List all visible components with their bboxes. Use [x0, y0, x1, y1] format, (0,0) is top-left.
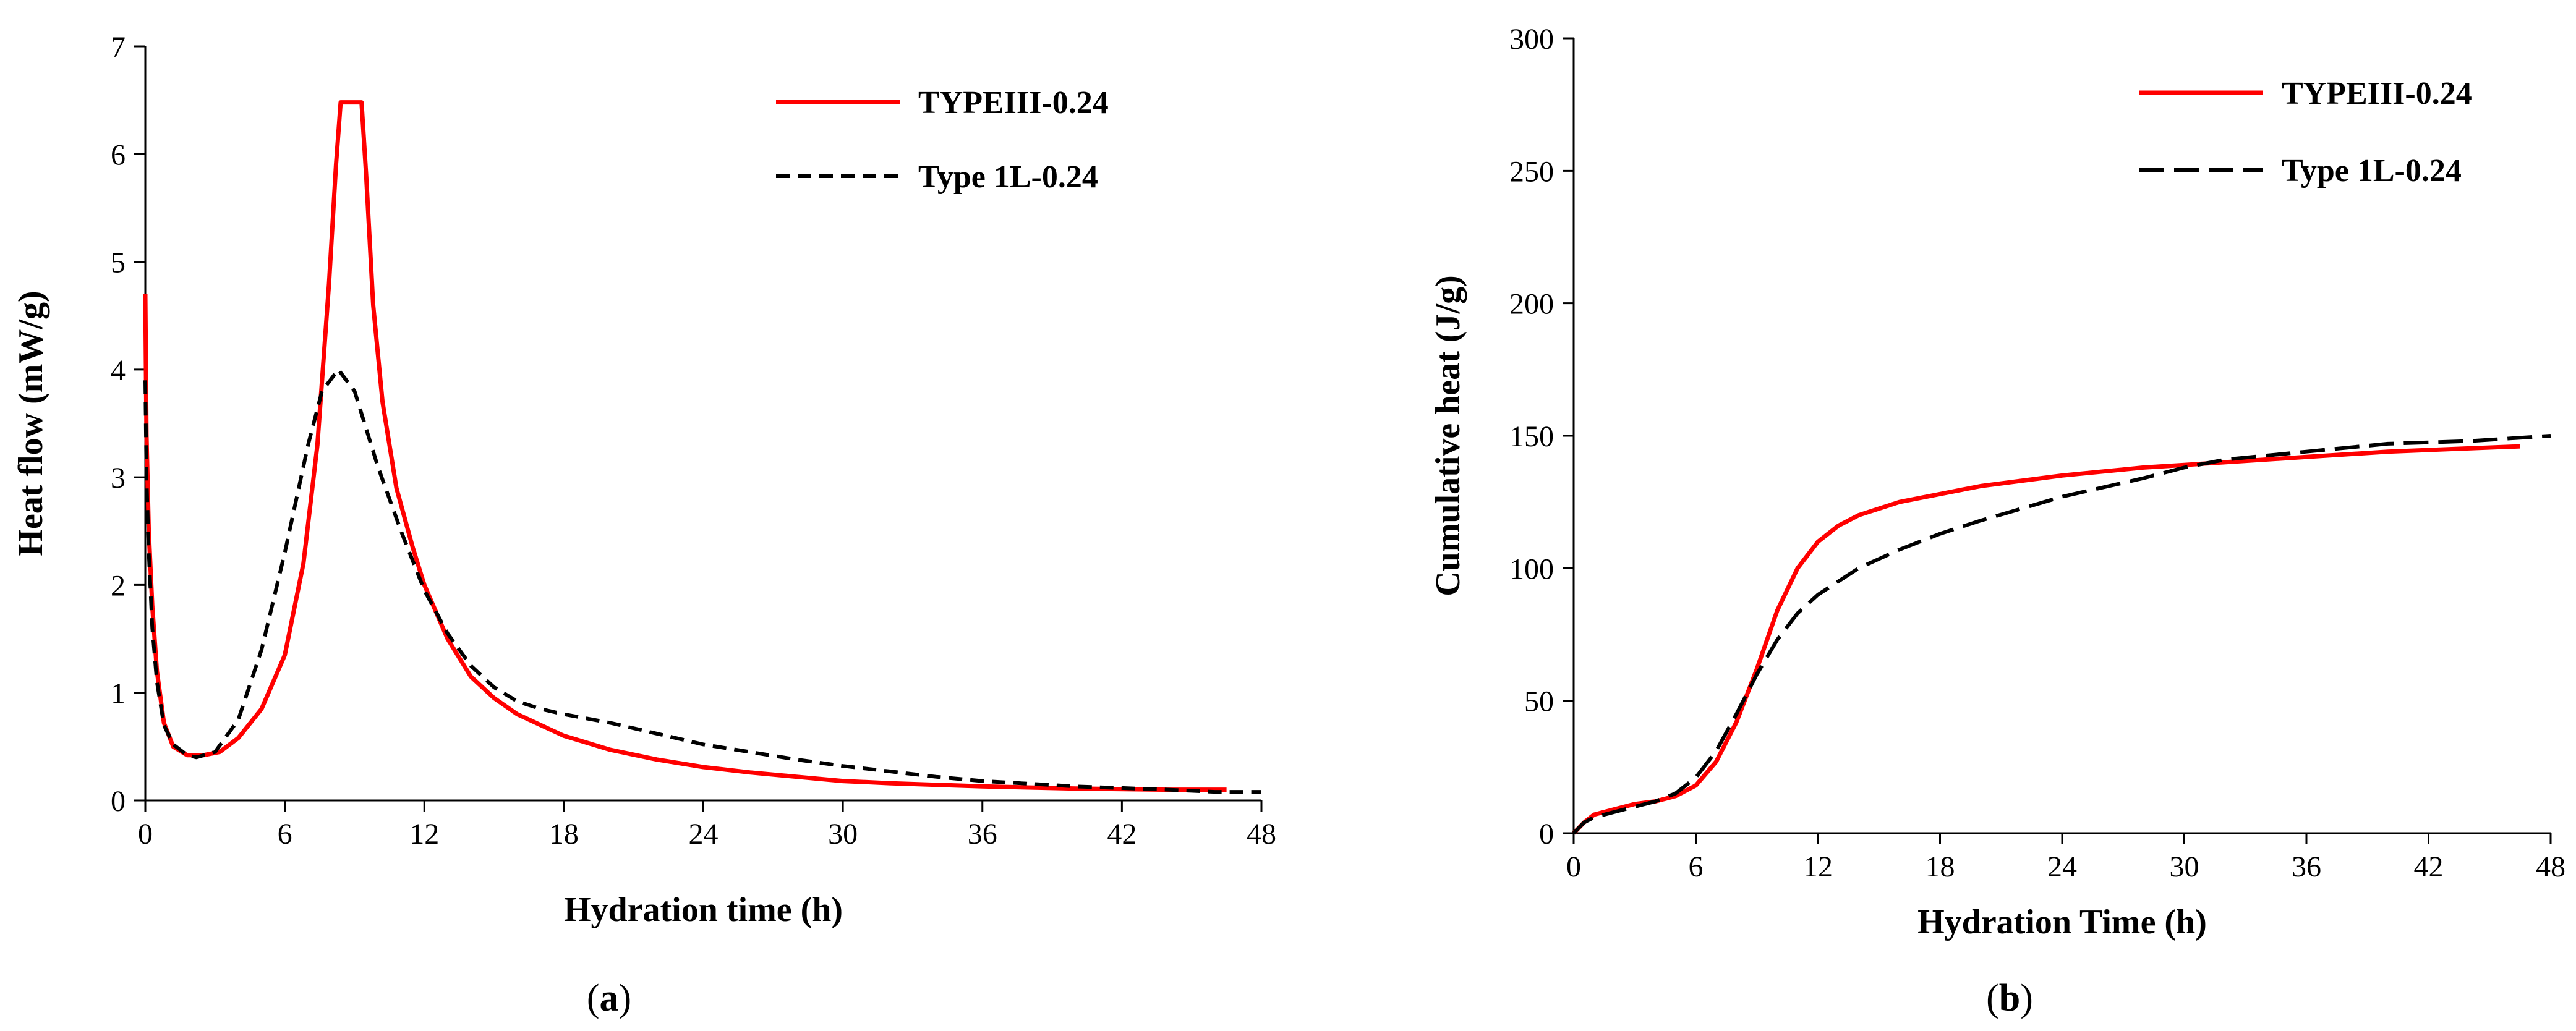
y-tick-label: 0 — [111, 785, 126, 818]
x-tick-label: 36 — [968, 818, 997, 851]
x-axis-title: Hydration Time (h) — [1917, 903, 2207, 941]
legend-label-type1l: Type 1L-0.24 — [2282, 153, 2462, 189]
series-line-typeiii — [1572, 444, 2520, 835]
panel-caption: (b) — [1986, 977, 2033, 1019]
y-tick-label: 5 — [111, 247, 126, 279]
caption-close: ) — [619, 977, 632, 1019]
legend-label-type1l: Type 1L-0.24 — [918, 159, 1098, 195]
y-tick-label: 50 — [1524, 685, 1554, 718]
x-tick-label: 6 — [278, 818, 292, 851]
y-tick-label: 3 — [111, 462, 126, 494]
panel-caption: (a) — [587, 977, 631, 1019]
y-axis-title: Heat flow (mW/g) — [12, 291, 50, 556]
y-axis-title: Cumulative heat (J/g) — [1429, 275, 1467, 596]
x-tick-label: 30 — [2170, 851, 2199, 883]
x-tick-label: 18 — [549, 818, 579, 851]
x-tick-label: 42 — [1107, 818, 1137, 851]
x-tick-label: 30 — [828, 818, 858, 851]
y-tick-label: 2 — [111, 569, 126, 602]
chart-panel-b: 0 6 12 18 24 30 36 42 48 0 50 100 150 200 250 300 Hydrat… — [1429, 23, 2565, 1019]
y-tick-label: 6 — [111, 138, 126, 171]
x-tick-label: 12 — [1803, 851, 1833, 883]
y-tick-label: 4 — [111, 354, 126, 387]
y-tick-label: 300 — [1509, 23, 1554, 56]
x-tick-label: 24 — [2047, 851, 2077, 883]
legend-label-typeiii: TYPEIII-0.24 — [918, 85, 1109, 121]
y-tick-label: 0 — [1539, 818, 1554, 851]
caption-letter: b — [1999, 977, 2020, 1019]
x-tick-label: 24 — [689, 818, 719, 851]
caption-letter: a — [600, 977, 619, 1019]
x-tick-label: 36 — [2292, 851, 2321, 883]
y-tick-label: 150 — [1509, 420, 1554, 453]
x-tick-label: 48 — [1247, 818, 1276, 851]
series-line-type1l — [143, 367, 1261, 794]
x-tick-label: 18 — [1926, 851, 1955, 883]
series-line-type1l — [1572, 434, 2551, 835]
x-tick-label: 42 — [2414, 851, 2444, 883]
y-tick-label: 7 — [111, 31, 126, 64]
y-tick-label: 100 — [1509, 553, 1554, 585]
x-tick-label: 12 — [409, 818, 439, 851]
x-tick-label: 0 — [138, 818, 153, 851]
x-axis-title: Hydration time (h) — [564, 891, 843, 929]
y-tick-label: 250 — [1509, 155, 1554, 188]
x-tick-label: 0 — [1566, 851, 1581, 883]
y-tick-label: 1 — [111, 677, 126, 710]
x-tick-label: 48 — [2536, 851, 2565, 883]
x-tick-label: 6 — [1689, 851, 1704, 883]
legend-label-typeiii: TYPEIII-0.24 — [2282, 76, 2472, 111]
caption-close: ) — [2020, 977, 2033, 1019]
caption-open: ( — [587, 977, 600, 1019]
y-tick-label: 200 — [1509, 288, 1554, 321]
caption-open: ( — [1986, 977, 1999, 1019]
